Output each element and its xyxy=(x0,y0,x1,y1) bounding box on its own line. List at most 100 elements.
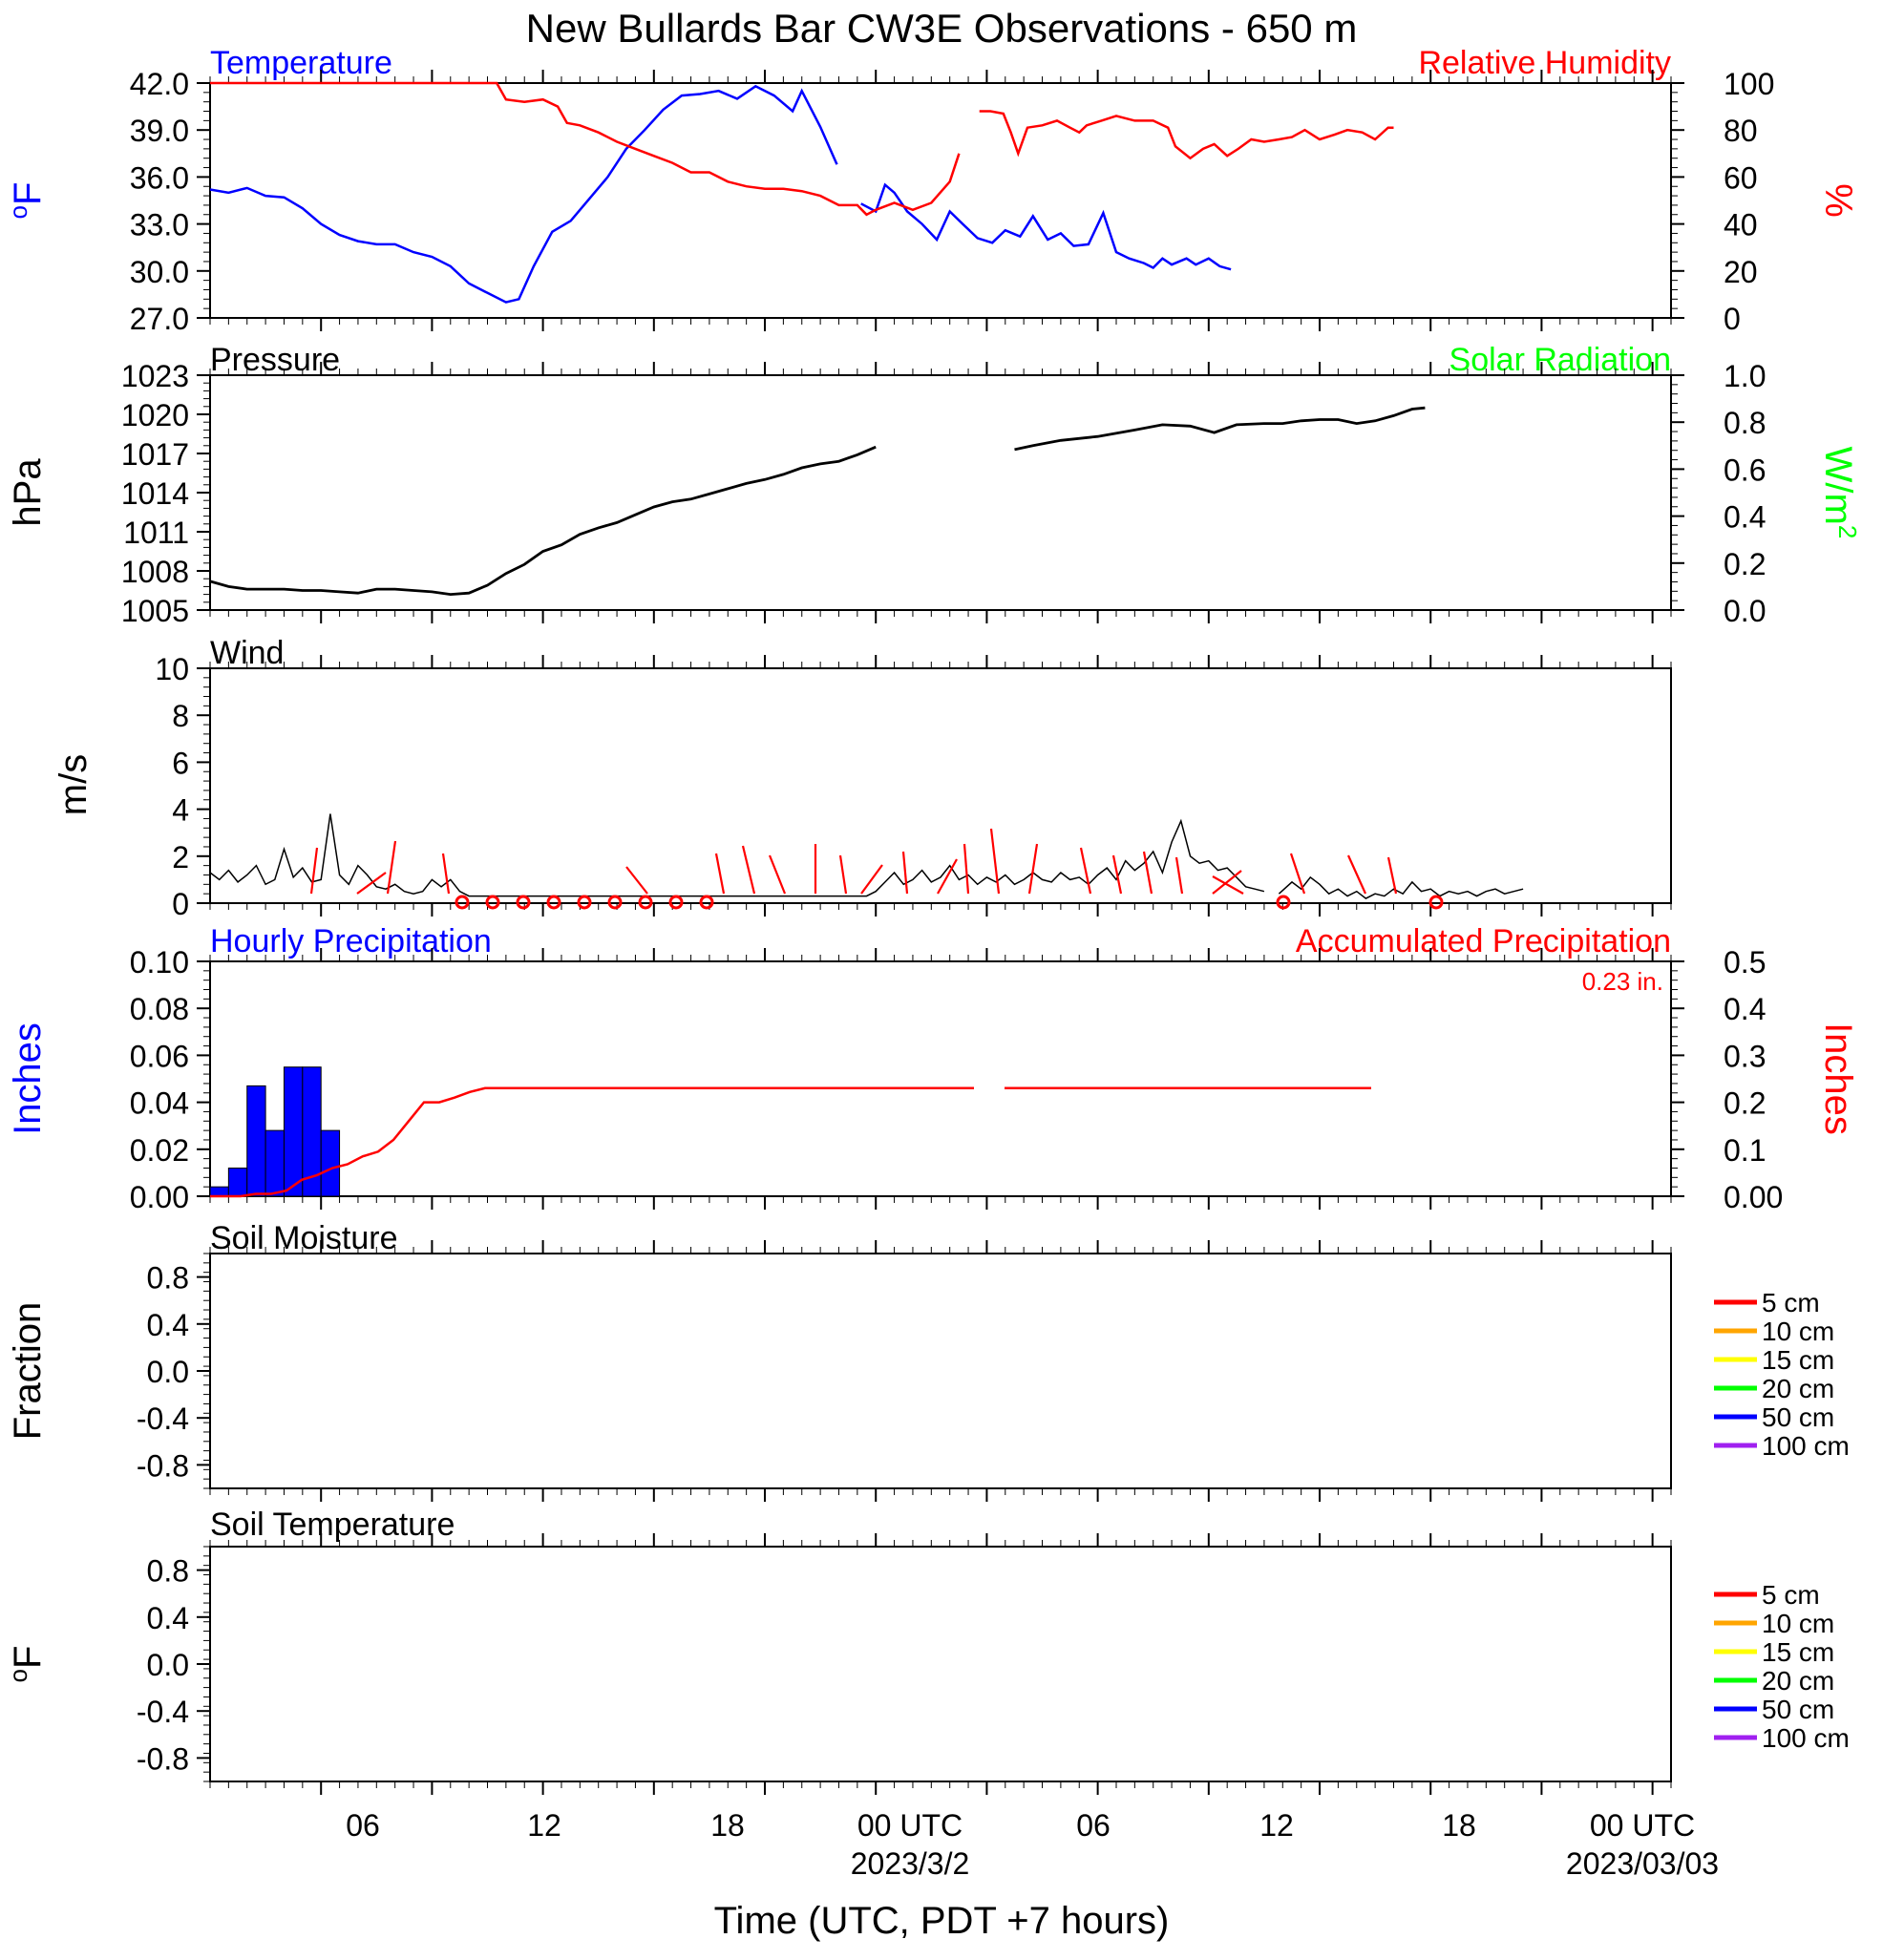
solar-yticks-label-2: 0.4 xyxy=(1724,500,1766,535)
wind-calm-marker-9 xyxy=(1276,895,1291,910)
wind-barb-20 xyxy=(1212,870,1242,895)
x-tick-label-6: 18 xyxy=(1442,1808,1476,1843)
wind-calm-marker-6 xyxy=(638,895,653,910)
wind-axis-label: m/s xyxy=(53,754,95,815)
x-date-label-3: 2023/3/2 xyxy=(851,1846,970,1881)
accum-precip-yticks-label-5: 0.5 xyxy=(1724,945,1766,980)
hourly-precip-axis-label: Inches xyxy=(7,1022,49,1135)
x-tick-label-3: 00 UTC xyxy=(857,1808,963,1843)
pressure-yticks-label-1: 1008 xyxy=(121,555,189,589)
soil-temperature-legend-label-0: 5 cm xyxy=(1762,1580,1820,1610)
soil-temperature-yticks-label-1: -0.4 xyxy=(137,1695,189,1729)
wind-barb-6 xyxy=(741,845,756,895)
wind-yticks-label-5: 10 xyxy=(155,652,189,686)
accum-precip-total: 0.23 in. xyxy=(1582,967,1663,996)
soil-moisture-yticks: -0.8 -0.4 0.0 0.4 0.8 xyxy=(137,1253,210,1489)
wind-barb-14 xyxy=(989,828,1001,895)
x-tick-label-2: 18 xyxy=(710,1808,745,1843)
wind-barb-16 xyxy=(1079,847,1092,895)
wind-calm-marker-1 xyxy=(485,895,500,910)
humidity-yticks-label-4: 80 xyxy=(1724,114,1758,148)
solar-yticks-label-4: 0.8 xyxy=(1724,406,1766,440)
soil-moisture-legend-label-1: 10 cm xyxy=(1762,1317,1834,1346)
soil-temperature-yticks-label-2: 0.0 xyxy=(147,1648,189,1682)
hourly-precip-yticks-label-3: 0.06 xyxy=(130,1039,189,1073)
soil-moisture-legend-label-4: 50 cm xyxy=(1762,1402,1834,1432)
solar-yticks-label-5: 1.0 xyxy=(1724,359,1766,393)
hourly-precip-yticks: 0.00 0.02 0.04 0.06 0.08 0.10 xyxy=(130,945,210,1214)
wind-barb-5 xyxy=(714,853,726,895)
wind-yticks-label-2: 4 xyxy=(172,793,189,828)
x-tick-label-1: 12 xyxy=(527,1808,561,1843)
temperature-axis-label: oF xyxy=(4,182,49,220)
temperature-yticks-label-0: 27.0 xyxy=(130,302,189,336)
temperature-yticks: 27.0 30.0 33.0 36.0 39.0 42.0 xyxy=(130,67,210,336)
panel-temperature: Temperature Relative Humidity oF % 27.0 3… xyxy=(4,45,1859,336)
hourly-precip-title: Hourly Precipitation xyxy=(210,923,492,959)
panel-temperature-frame xyxy=(209,82,1672,319)
panel-pressure-xticks xyxy=(209,362,1672,623)
soil-moisture-legend-label-3: 20 cm xyxy=(1762,1374,1834,1403)
solar-axis-label-exponent: 2 xyxy=(1833,525,1862,538)
x-axis-title: Time (UTC, PDT +7 hours) xyxy=(714,1900,1170,1942)
wind-barb-11 xyxy=(901,851,909,895)
wind-calm-marker-5 xyxy=(607,895,623,910)
temperature-yticks-label-1: 30.0 xyxy=(130,255,189,289)
soil-moisture-legend-label-5: 100 cm xyxy=(1762,1431,1850,1461)
solar-axis-label: W/m2 xyxy=(1817,447,1862,539)
wind-barb-9 xyxy=(838,854,848,895)
humidity-yticks-label-2: 40 xyxy=(1724,208,1758,242)
accum-precip-yticks-label-0: 0.00 xyxy=(1724,1180,1783,1214)
wind-yticks-label-0: 0 xyxy=(172,887,189,921)
temperature-title: Temperature xyxy=(210,45,392,81)
x-tick-label-5: 12 xyxy=(1259,1808,1294,1843)
x-tick-label-4: 06 xyxy=(1076,1808,1111,1843)
hourly-precip-bar-3 xyxy=(264,1129,285,1197)
panel-pressure: Pressure Solar Radiation hPa W/m2 100510… xyxy=(7,342,1862,628)
humidity-yticks-label-5: 100 xyxy=(1724,67,1774,101)
accum-precip-axis-label: Inches xyxy=(1817,1022,1859,1135)
soil-moisture-yticks-label-1: -0.4 xyxy=(137,1402,189,1436)
hourly-precip-bar-0 xyxy=(209,1186,229,1197)
wind-barb-17 xyxy=(1111,854,1123,895)
temperature-axis-label-degree: o xyxy=(4,205,32,219)
soil-moisture-yticks-label-0: -0.8 xyxy=(137,1448,189,1483)
temperature-axis-label-unit: F xyxy=(7,182,49,205)
soil-temperature-yticks-label-4: 0.8 xyxy=(147,1554,189,1589)
soil-temperature-legend-label-5: 100 cm xyxy=(1762,1723,1850,1753)
humidity-title: Relative Humidity xyxy=(1418,45,1671,81)
hourly-precip-bars xyxy=(209,1066,341,1197)
humidity-yticks-label-1: 20 xyxy=(1724,255,1758,289)
solar-axis-label-unit: W/m xyxy=(1817,447,1859,525)
panel-soil-moisture: Soil Moisture Fraction -0.8 -0.4 0.0 0.4 0.8… xyxy=(7,1220,1850,1502)
wind-barb-3 xyxy=(441,853,451,895)
wind-barb-13 xyxy=(963,843,970,895)
wind-calm-marker-0 xyxy=(455,895,470,910)
wind-barb-12 xyxy=(937,858,958,895)
hourly-precip-yticks-label-2: 0.04 xyxy=(130,1086,189,1121)
temperature-line xyxy=(209,84,1232,304)
accum-precip-yticks-label-2: 0.2 xyxy=(1724,1086,1766,1121)
soil-temperature-yticks-label-3: 0.4 xyxy=(147,1601,189,1635)
hourly-precip-bar-4 xyxy=(283,1066,304,1197)
humidity-yticks-label-3: 60 xyxy=(1724,160,1758,195)
temperature-yticks-label-4: 39.0 xyxy=(130,114,189,148)
pressure-line xyxy=(209,406,1426,597)
wind-yticks-label-1: 2 xyxy=(172,840,189,875)
panel-wind-frame xyxy=(209,667,1672,904)
temperature-yticks-label-3: 36.0 xyxy=(130,160,189,195)
humidity-axis-label: % xyxy=(1817,183,1859,218)
panel-precipitation-xticks xyxy=(209,948,1672,1210)
soil-temperature-axis-label: oF xyxy=(4,1646,49,1683)
accum-precip-yticks-label-4: 0.4 xyxy=(1724,992,1766,1026)
wind-calm-marker-2 xyxy=(516,895,531,910)
accum-precip-yticks: 0.00 0.1 0.2 0.3 0.4 0.5 xyxy=(1671,945,1783,1214)
pressure-yticks: 1005 1008 1011 1014 1017 1020 1023 xyxy=(121,359,210,628)
wind-calm-marker-10 xyxy=(1428,895,1444,910)
panel-soil-temperature: Soil Temperature oF -0.8 -0.4 0.0 0.4 0.8 5 … xyxy=(4,1507,1850,1795)
soil-temperature-yticks-label-0: -0.8 xyxy=(137,1741,189,1776)
